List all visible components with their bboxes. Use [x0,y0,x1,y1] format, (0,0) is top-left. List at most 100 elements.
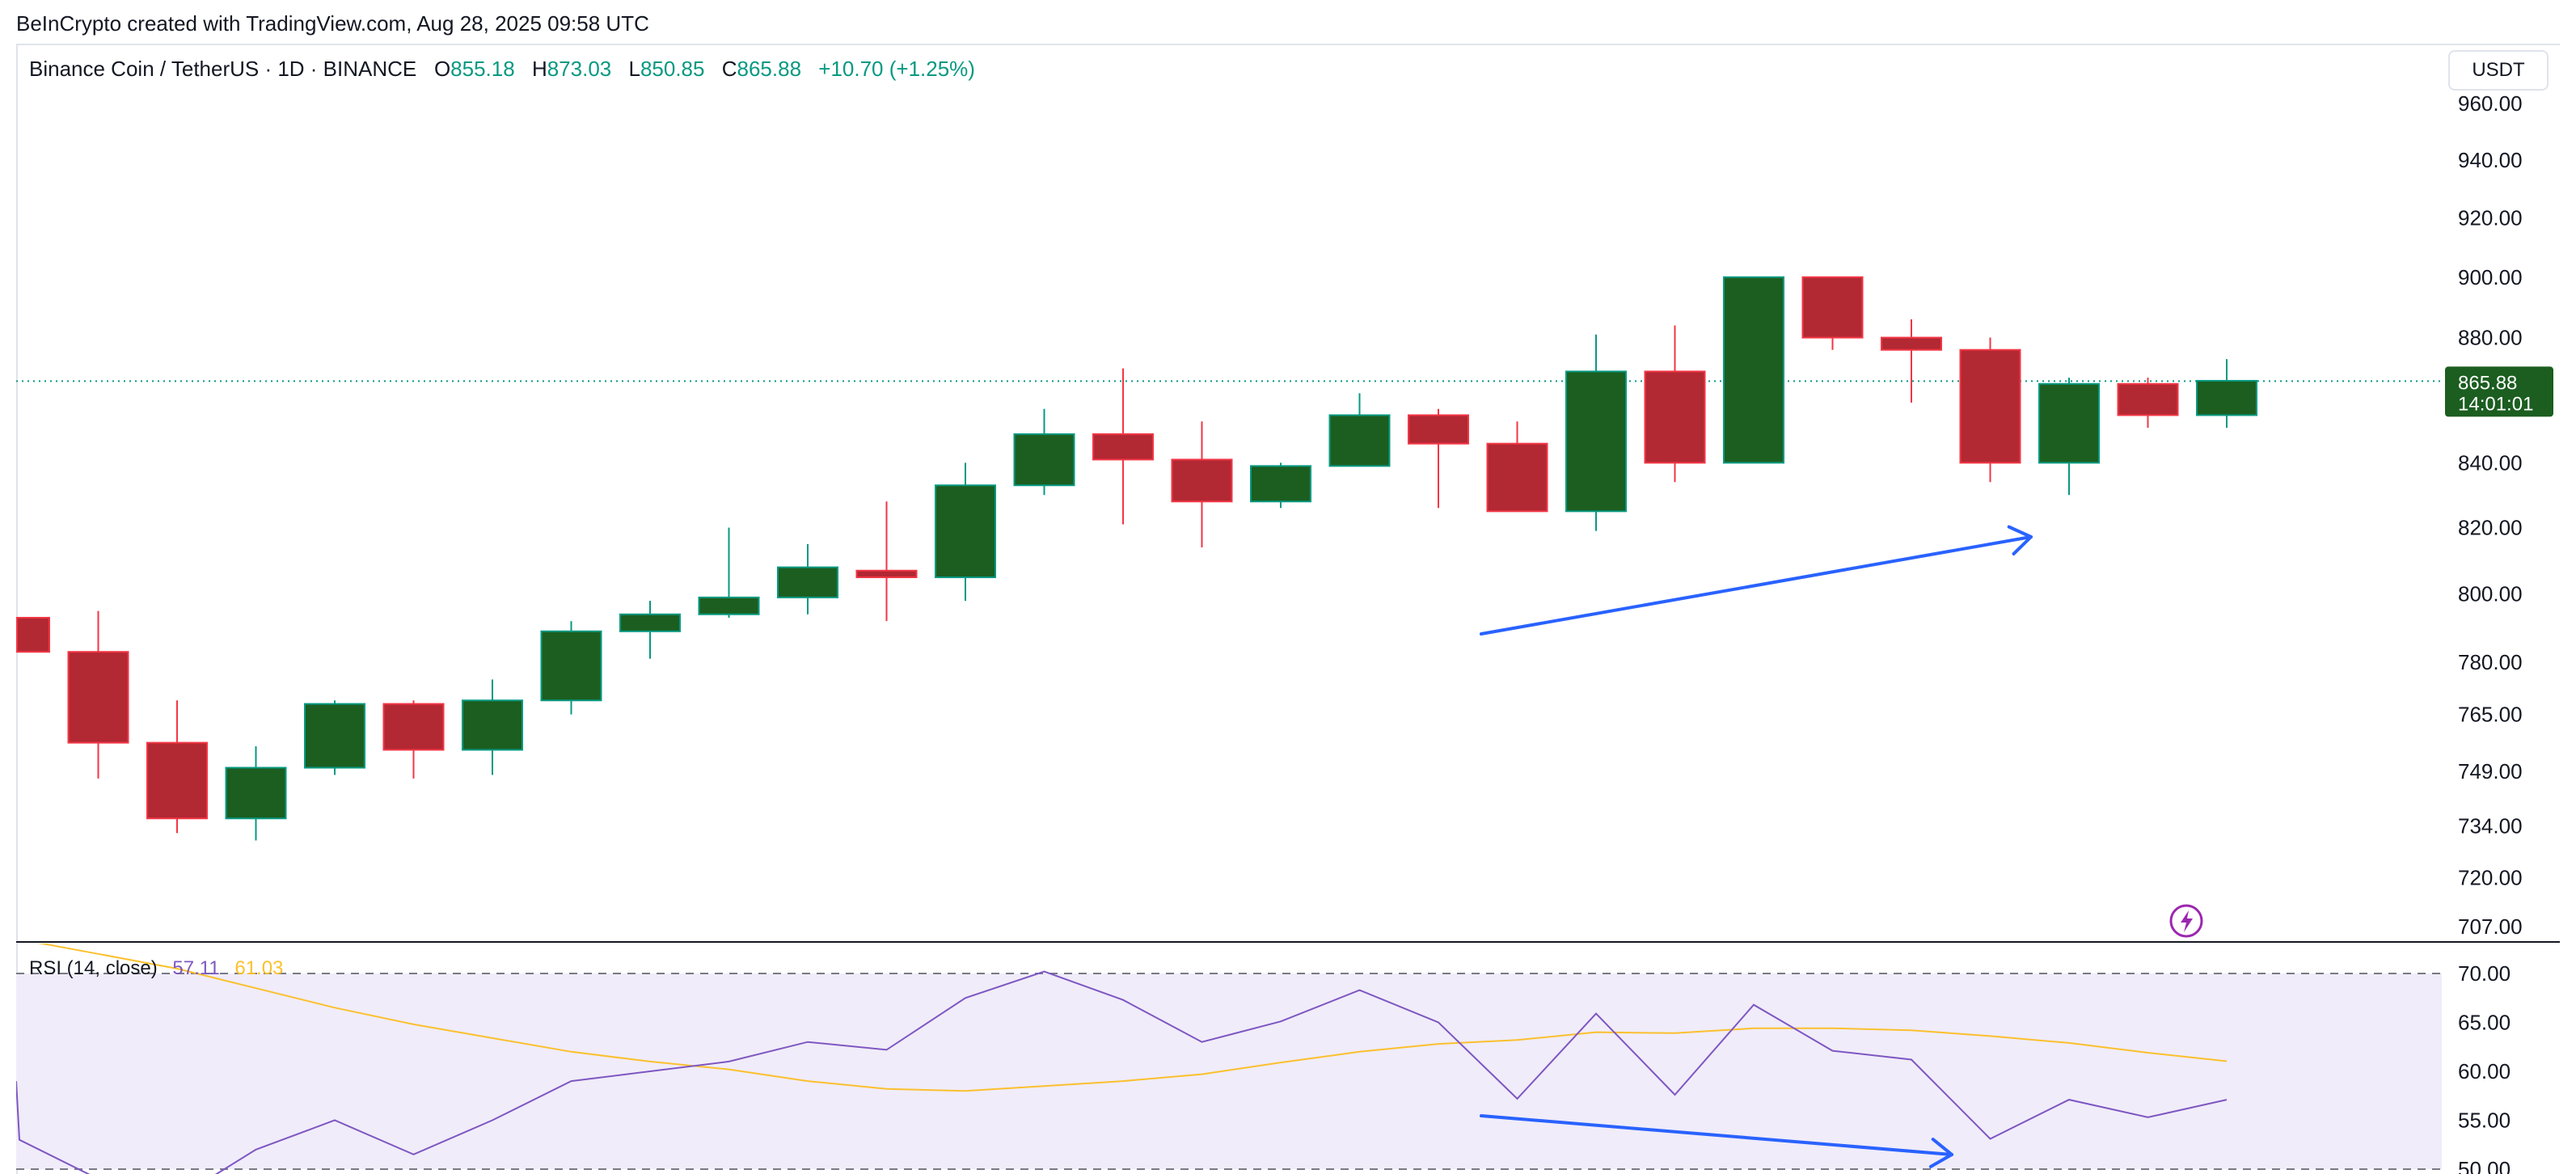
price-tick-label: 800.00 [2458,582,2523,606]
candle [1250,462,1311,509]
candle-body [146,741,208,820]
candle [2038,378,2100,496]
candle [1013,408,1075,496]
candle-body [1486,442,1548,513]
candle [540,621,602,715]
candle-body [1328,414,1391,467]
price-tick-label: 734.00 [2458,813,2523,838]
rsi-tick-label: 50.00 [2458,1157,2511,1174]
low-value: 850.85 [640,57,705,81]
rsi-tick-label: 65.00 [2458,1011,2511,1035]
price-pane: 960.00 940.00 920.00 900.00 880.00 840.00 820.… [16,91,2553,939]
price-tick-label: 749.00 [2458,759,2523,783]
price-tick-label: 900.00 [2458,265,2523,289]
candle-body [935,484,996,579]
candle [1881,319,1942,403]
price-trend-arrow-shaft [1480,535,2033,636]
price-tick-label: 765.00 [2458,703,2523,727]
candle [146,700,208,834]
candle [1565,334,1627,531]
candle-body [16,616,50,653]
candle [1801,276,1864,350]
candle-body [2038,382,2100,464]
rsi-trend-arrow [1480,1114,1953,1168]
rsi-tick-label: 60.00 [2458,1059,2511,1083]
low-label: L [628,57,640,81]
price-tag-price: 865.88 [2458,372,2517,394]
candle [1092,368,1154,525]
candle [1644,325,1706,483]
candle [382,700,445,779]
candle-body [2117,382,2179,416]
candle [225,745,287,841]
candle [462,679,523,775]
candle-body [1881,336,1942,351]
price-trend-arrow-head [2007,525,2033,555]
close-value: 865.88 [737,57,802,81]
price-tick-label: 840.00 [2458,450,2523,475]
candle [67,610,129,779]
price-tick-label: 820.00 [2458,516,2523,540]
price-trend-arrow [1480,525,2033,636]
candle-body [2196,379,2257,416]
open-label: O [433,57,451,81]
candle-body [382,703,445,751]
candle-body [304,703,365,769]
candle [1486,421,1548,513]
rsi-value: 57.11 [172,957,220,979]
rsi-lines [16,944,2228,1174]
candle-body [1723,276,1784,464]
candle-body [698,596,760,615]
candle-body [540,630,602,702]
price-tick-label: 920.00 [2458,206,2523,230]
rsi-trend-arrow-head [1928,1138,1953,1168]
candle [777,543,838,614]
rsi-trend-arrow-shaft [1480,1114,1953,1156]
candle [1723,276,1784,464]
candle [1408,408,1469,509]
overlay [1480,525,2033,1168]
rsi-pane: 70.00 65.00 60.00 55.00 50.00 [16,941,2560,1174]
candle-body [1644,370,1706,464]
lightning-icon-bolt [2181,910,2193,932]
candle-body [225,766,287,820]
candle [1171,421,1233,548]
symbol-legend: Binance Coin / TetherUS · 1D · BINANCE O… [29,57,975,82]
candle-body [1171,458,1233,503]
candle [935,462,996,602]
rsi-tick-label: 70.00 [2458,961,2511,986]
open-value: 855.18 [450,57,515,81]
candle [1328,393,1391,467]
rsi-line [16,970,2228,1174]
watermark: BeInCrypto created with TradingView.com,… [16,11,649,36]
price-tick-label: 960.00 [2458,91,2523,116]
candle-body [619,613,681,632]
price-tick-label: 880.00 [2458,326,2523,350]
candle-body [1250,465,1311,503]
candle [855,501,918,622]
candle-body [855,569,918,579]
price-tick-label: 720.00 [2458,865,2523,889]
candle [16,616,50,653]
candle [698,527,760,618]
currency-button[interactable]: USDT [2448,50,2549,91]
candle-body [462,699,523,751]
candle-body [67,651,129,744]
price-tag-box [2445,366,2553,417]
candle-body [1013,433,1075,487]
chart-frame [16,44,2560,1174]
candle-body [1565,370,1627,513]
lightning-icon [2169,904,2203,938]
candle [619,601,681,659]
rsi-ma-value: 61.03 [234,957,284,979]
candle-body [1092,433,1154,461]
candle-body [1801,276,1864,339]
rsi-band [16,973,2442,1169]
high-label: H [531,57,547,81]
candle [1959,337,2021,483]
high-value: 873.03 [547,57,612,81]
rsi-legend: RSI (14, close) 57.11 61.03 [29,957,283,980]
candle [2196,359,2257,429]
